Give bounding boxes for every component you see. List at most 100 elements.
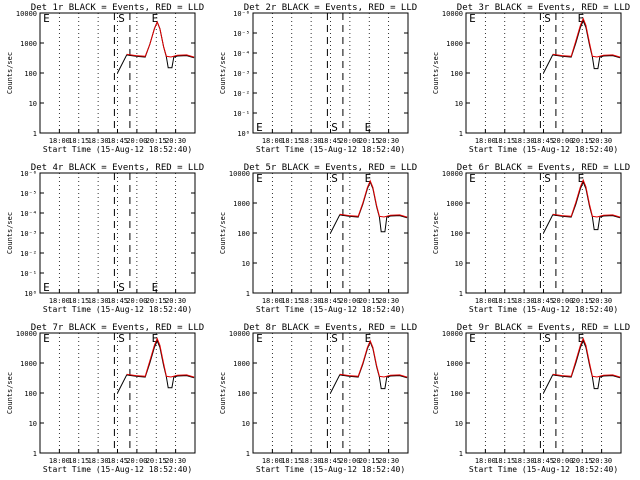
chart-title: Det 1r BLACK = Events, RED = LLD	[31, 3, 204, 13]
y-tick-label: 10000	[229, 170, 250, 178]
x-axis-label: Start Time (15-Aug-12 18:52:40)	[256, 465, 405, 474]
y-tick-label: 10⁰	[237, 130, 250, 138]
y-axis-label: Counts/sec	[6, 52, 14, 94]
y-tick-label: 10000	[229, 330, 250, 338]
y-tick-label: 10⁻⁶	[20, 170, 37, 178]
y-tick-label: 10⁰	[24, 290, 37, 298]
y-axis-label: Counts/sec	[219, 52, 227, 94]
x-tick-label: 18:45	[107, 297, 128, 305]
y-tick-label: 10⁻²	[233, 90, 250, 98]
series-lld-line	[339, 179, 408, 218]
series-events-line	[543, 19, 621, 74]
y-tick-label: 10	[242, 420, 250, 428]
x-tick-label: 18:30	[514, 137, 535, 145]
y-tick-label: 10	[29, 420, 37, 428]
x-tick-label: 18:15	[281, 137, 302, 145]
x-tick-label: 18:30	[301, 457, 322, 465]
x-tick-label: 18:45	[533, 137, 554, 145]
y-tick-label: 1	[246, 450, 250, 458]
marker-label: E	[365, 121, 372, 134]
y-tick-label: 10	[455, 100, 463, 108]
y-tick-label: 1000	[20, 360, 37, 368]
marker-label: S	[544, 172, 551, 185]
x-tick-label: 18:00	[475, 297, 496, 305]
chart-title: Det 7r BLACK = Events, RED = LLD	[31, 323, 204, 333]
y-tick-label: 10⁻⁵	[233, 30, 250, 38]
y-axis-label: Counts/sec	[6, 372, 14, 414]
y-tick-label: 1	[246, 290, 250, 298]
series-events-line	[117, 20, 195, 74]
x-tick-label: 20:30	[378, 297, 399, 305]
chart-title: Det 3r BLACK = Events, RED = LLD	[457, 3, 630, 13]
y-tick-label: 10⁻³	[20, 230, 37, 238]
marker-label: S	[331, 121, 338, 134]
series-lld-line	[552, 178, 621, 218]
x-tick-label: 18:15	[281, 297, 302, 305]
chart-panel-5r: Det 5r BLACK = Events, RED = LLD 1 10 100 10…	[219, 163, 417, 314]
chart-title: Det 2r BLACK = Events, RED = LLD	[244, 3, 417, 13]
marker-label: E	[469, 332, 476, 345]
y-tick-label: 1	[459, 450, 463, 458]
x-tick-label: 18:00	[475, 457, 496, 465]
x-tick-label: 20:30	[165, 457, 186, 465]
y-axis-label: Counts/sec	[219, 212, 227, 254]
x-tick-label: 20:30	[591, 137, 612, 145]
y-tick-label: 10000	[442, 330, 463, 338]
marker-label: S	[544, 12, 551, 25]
x-tick-label: 20:00	[339, 457, 360, 465]
x-tick-label: 20:15	[572, 137, 593, 145]
marker-label: E	[43, 332, 50, 345]
x-axis-label: Start Time (15-Aug-12 18:52:40)	[43, 305, 192, 314]
x-tick-label: 20:15	[572, 297, 593, 305]
y-tick-label: 10⁻⁴	[20, 210, 37, 218]
x-tick-label: 18:30	[301, 297, 322, 305]
y-tick-label: 10	[455, 260, 463, 268]
y-tick-label: 10⁻⁴	[233, 50, 250, 58]
marker-label: S	[331, 332, 338, 345]
series-lld-line	[126, 20, 195, 58]
x-tick-label: 20:15	[359, 297, 380, 305]
y-tick-label: 1	[459, 290, 463, 298]
x-tick-label: 20:30	[378, 457, 399, 465]
x-axis-label: Start Time (15-Aug-12 18:52:40)	[43, 465, 192, 474]
y-axis-label: Counts/sec	[432, 52, 440, 94]
y-tick-label: 1000	[446, 360, 463, 368]
x-tick-label: 18:15	[68, 457, 89, 465]
y-tick-label: 10000	[16, 330, 37, 338]
x-tick-label: 18:30	[301, 137, 322, 145]
y-tick-label: 10⁻¹	[233, 110, 250, 118]
x-tick-label: 18:45	[533, 297, 554, 305]
x-tick-label: 20:00	[552, 457, 573, 465]
y-axis-label: Counts/sec	[432, 212, 440, 254]
marker-label: E	[578, 332, 585, 345]
y-tick-label: 10⁻¹	[20, 270, 37, 278]
y-axis-label: Counts/sec	[6, 212, 14, 254]
x-tick-label: 20:30	[165, 137, 186, 145]
y-tick-label: 1	[459, 130, 463, 138]
y-tick-label: 1000	[446, 40, 463, 48]
y-tick-label: 100	[24, 70, 37, 78]
y-tick-label: 10⁻⁶	[233, 10, 250, 18]
x-tick-label: 20:00	[126, 137, 147, 145]
x-axis-label: Start Time (15-Aug-12 18:52:40)	[256, 145, 405, 154]
marker-label: E	[256, 121, 263, 134]
y-axis-label: Counts/sec	[432, 372, 440, 414]
marker-label: E	[365, 332, 372, 345]
y-axis-label: Counts/sec	[219, 372, 227, 414]
y-tick-label: 10	[29, 100, 37, 108]
x-tick-label: 18:00	[262, 457, 283, 465]
x-tick-label: 18:30	[88, 137, 109, 145]
x-tick-label: 18:45	[320, 137, 341, 145]
x-tick-label: 20:15	[359, 137, 380, 145]
y-tick-label: 1	[33, 450, 37, 458]
marker-label: E	[256, 332, 263, 345]
chart-title: Det 9r BLACK = Events, RED = LLD	[457, 323, 630, 333]
x-tick-label: 20:00	[552, 137, 573, 145]
x-axis-label: Start Time (15-Aug-12 18:52:40)	[256, 305, 405, 314]
y-tick-label: 100	[237, 390, 250, 398]
x-tick-label: 20:00	[126, 297, 147, 305]
marker-label: S	[331, 172, 338, 185]
x-tick-label: 18:45	[533, 457, 554, 465]
y-tick-label: 10	[455, 420, 463, 428]
x-tick-label: 18:15	[281, 457, 302, 465]
